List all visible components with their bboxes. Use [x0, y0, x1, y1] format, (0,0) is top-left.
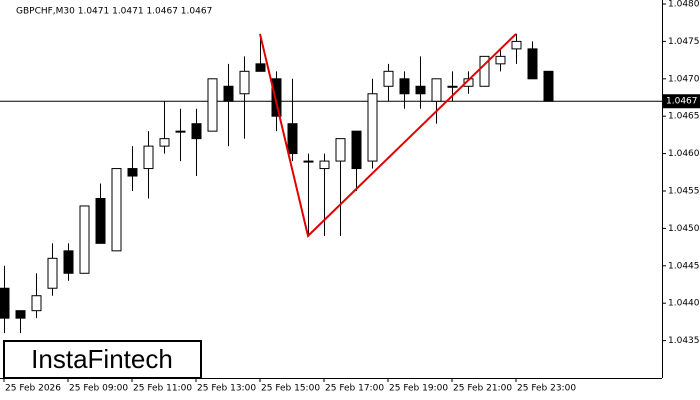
x-tick-label: 25 Feb 21:00 [453, 384, 512, 394]
candle-body [143, 145, 154, 170]
candle-body [511, 40, 522, 50]
candle-body [15, 310, 26, 319]
candle-body [303, 160, 314, 163]
candle-body [79, 205, 90, 274]
candle-body [351, 130, 362, 170]
y-tick-label: 1.0450 [668, 224, 700, 234]
candle-body [127, 168, 138, 177]
candle-body [367, 93, 378, 162]
candle-body [415, 85, 426, 95]
current-price-box [662, 94, 700, 109]
candle-body [527, 48, 538, 80]
candle-body [271, 78, 282, 117]
candle-body [479, 55, 490, 87]
x-tick-label: 25 Feb 23:00 [517, 384, 576, 394]
candle-body [0, 287, 10, 319]
x-tick-label: 25 Feb 11:00 [133, 384, 192, 394]
candle-body [207, 78, 218, 132]
candle-body [223, 85, 234, 102]
candle-body [383, 70, 394, 87]
y-tick-label: 1.0435 [668, 336, 700, 346]
candle-body [399, 78, 410, 95]
candle-body [319, 160, 330, 170]
x-tick-label: 25 Feb 2026 [5, 384, 61, 394]
logo-box [3, 340, 202, 379]
candle-body [31, 295, 42, 312]
candle-body [47, 257, 58, 289]
y-tick-label: 1.0445 [668, 261, 700, 271]
plot [0, 33, 662, 334]
x-tick-label: 25 Feb 19:00 [389, 384, 448, 394]
y-tick-label: 1.0455 [668, 187, 700, 197]
candle-body [495, 55, 506, 65]
candle-body [543, 70, 554, 102]
candle-body [111, 168, 122, 252]
candle-body [239, 70, 250, 95]
candle-body [63, 250, 74, 274]
candle-body [447, 85, 458, 88]
candle-body [335, 138, 346, 162]
candle-body [287, 123, 298, 155]
y-tick-label: 1.0460 [668, 149, 700, 159]
candle-body [95, 197, 106, 244]
candle-body [159, 138, 170, 147]
y-tick-label: 1.0440 [668, 299, 700, 309]
x-tick-label: 25 Feb 13:00 [197, 384, 256, 394]
pattern-line [259, 33, 517, 238]
logo: InstaFintech [31, 344, 173, 374]
chart-title: GBPCHF,M30 1.0471 1.0471 1.0467 1.0467 [16, 7, 212, 17]
candle-body [191, 123, 202, 140]
current-price-label: 1.0467 [666, 97, 698, 107]
x-tick-label: 25 Feb 15:00 [261, 384, 320, 394]
x-tick-label: 25 Feb 09:00 [69, 384, 128, 394]
y-tick-label: 1.0475 [668, 37, 700, 47]
candle-body [175, 130, 186, 133]
candle-body [255, 63, 266, 72]
x-tick-label: 25 Feb 17:00 [325, 384, 384, 394]
candle-body [431, 78, 442, 102]
y-tick-label: 1.0470 [668, 74, 700, 84]
y-tick-label: 1.0480 [668, 0, 700, 10]
y-tick-label: 1.0465 [668, 112, 700, 122]
